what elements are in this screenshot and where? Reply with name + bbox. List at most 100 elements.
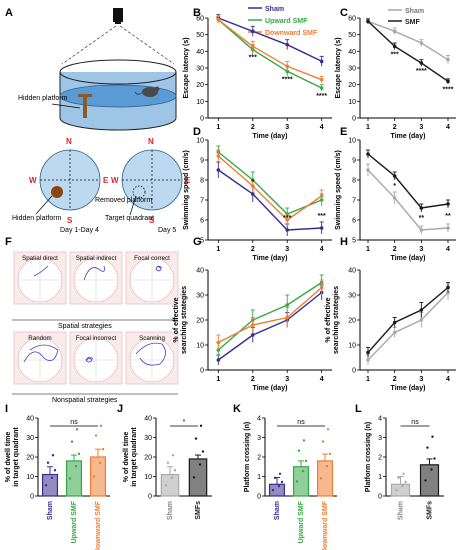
y-tick-label: 9 [352, 158, 356, 165]
category-label: SMFs [427, 501, 434, 520]
category-label: Sham [274, 501, 281, 520]
category-label: Sham [398, 501, 405, 520]
data-point [392, 44, 397, 49]
x-tick-label: 2 [393, 376, 397, 383]
scatter-point [278, 472, 282, 475]
y-tick-label: 9 [200, 158, 204, 165]
y-tick-label: 10 [196, 99, 204, 106]
chart-c: 0 10 20 30 40 50 60 1 2 3 4 Time (day) Escape latenc… [335, 16, 456, 140]
data-point [446, 79, 450, 84]
significance-stars: *** [318, 213, 326, 220]
data-point [319, 285, 324, 290]
strategy-thumb-2: Focal correct [125, 251, 179, 305]
y-tick-label: 10 [348, 99, 356, 106]
series-line-0 [367, 169, 449, 231]
x-tick-label: 3 [419, 246, 423, 253]
scatter-point [430, 468, 433, 471]
x-axis-label: Time (day) [253, 385, 288, 392]
y-tick-label: 20 [144, 455, 152, 462]
bar-2 [89, 456, 107, 497]
scatter-point [68, 477, 72, 480]
x-tick-label: 1 [216, 246, 220, 253]
data-point [366, 152, 370, 156]
data-point [419, 41, 424, 45]
scatter-point [201, 450, 205, 453]
significance-stars: **** [416, 68, 427, 75]
y-tick-label: 60 [348, 16, 356, 23]
x-tick-label: 2 [251, 124, 255, 131]
scatter-point [325, 464, 329, 468]
panel-letter-k: K [233, 403, 241, 415]
bar-0 [390, 483, 411, 497]
significance-label: ns [70, 419, 78, 426]
scatter-point [402, 472, 405, 475]
scatter-point [277, 484, 281, 488]
panel-letter-a: A [5, 7, 13, 19]
data-point [419, 308, 424, 312]
strategy-thumb-5: Scanning [125, 331, 179, 385]
scatter-point [199, 424, 203, 427]
y-axis-label: Swimming speed (cm/s) [183, 150, 190, 230]
y-tick-label: 6 [352, 218, 356, 225]
scatter-point [164, 484, 168, 487]
scatter-point [319, 477, 323, 480]
spatial-strategies-title: Spatial strategies [58, 323, 112, 330]
panel-letter-b: B [193, 7, 201, 19]
data-point [319, 59, 324, 64]
x-tick-label: 3 [285, 376, 289, 383]
series-line-0 [217, 291, 323, 361]
compass-e-left: E [103, 176, 109, 185]
data-point [250, 192, 255, 196]
panel-f: Spatial direct Spatial indirect Focal corr… [12, 251, 179, 404]
x-axis-label: Time (day) [253, 133, 288, 140]
y-axis-label: Escape latency (s) [183, 37, 190, 98]
data-point [250, 44, 255, 49]
scatter-point [53, 469, 57, 472]
scatter-point [304, 459, 308, 463]
series-line-1 [217, 19, 323, 89]
scatter-point [326, 428, 330, 431]
y-tick-label: 20 [348, 318, 356, 325]
strategy-thumb-label: Scanning [139, 335, 165, 342]
data-point [392, 320, 397, 325]
y-tick-label: 20 [26, 455, 34, 462]
data-point [392, 330, 397, 335]
strategy-thumb-label: Spatial indirect [76, 255, 117, 262]
data-point [250, 29, 255, 34]
data-point [250, 323, 255, 327]
removed-platform-marker-icon [132, 185, 146, 199]
bar-2 [316, 460, 334, 497]
strategy-thumb-label: Focal incorrect [76, 335, 117, 342]
y-tick-label: 0 [257, 494, 261, 501]
data-point [285, 64, 290, 69]
y-tick-label: 30 [196, 293, 204, 300]
pool-rim [59, 59, 177, 85]
significance-stars: *** [249, 55, 257, 62]
y-axis-label: Platform crossing (n) [244, 422, 251, 492]
data-point [392, 196, 397, 200]
y-tick-label: 60 [196, 16, 204, 23]
significance-stars: **** [282, 76, 293, 83]
hidden-platform-label-top: Hidden platform [18, 95, 68, 102]
y-tick-label: 2 [378, 455, 382, 462]
chart-i: 0 10 20 30 40 % of dwell time in target quadra… [5, 416, 110, 550]
y-tick-label: 5 [200, 238, 204, 245]
chart-b: 0 10 20 30 40 50 60 1 2 3 4 Time (day) Escape latenc… [183, 14, 332, 140]
data-point [366, 168, 370, 172]
panel-letter-l: L [355, 403, 362, 415]
scatter-point [328, 452, 332, 456]
category-label: Downward SMF [95, 500, 102, 550]
significance-label: ns [411, 419, 419, 426]
x-tick-label: 4 [446, 246, 450, 253]
x-tick-label: 1 [216, 124, 220, 131]
strategy-thumb-label: Focal correct [134, 255, 170, 262]
scatter-point [46, 461, 50, 464]
hidden-platform-map-arrow [35, 195, 53, 215]
y-tick-label: 20 [196, 318, 204, 325]
y-tick-label: 3 [378, 435, 382, 442]
strategy-thumb-1: Spatial indirect [69, 251, 123, 305]
data-point [216, 17, 221, 22]
panel-letter-d: D [193, 126, 201, 138]
